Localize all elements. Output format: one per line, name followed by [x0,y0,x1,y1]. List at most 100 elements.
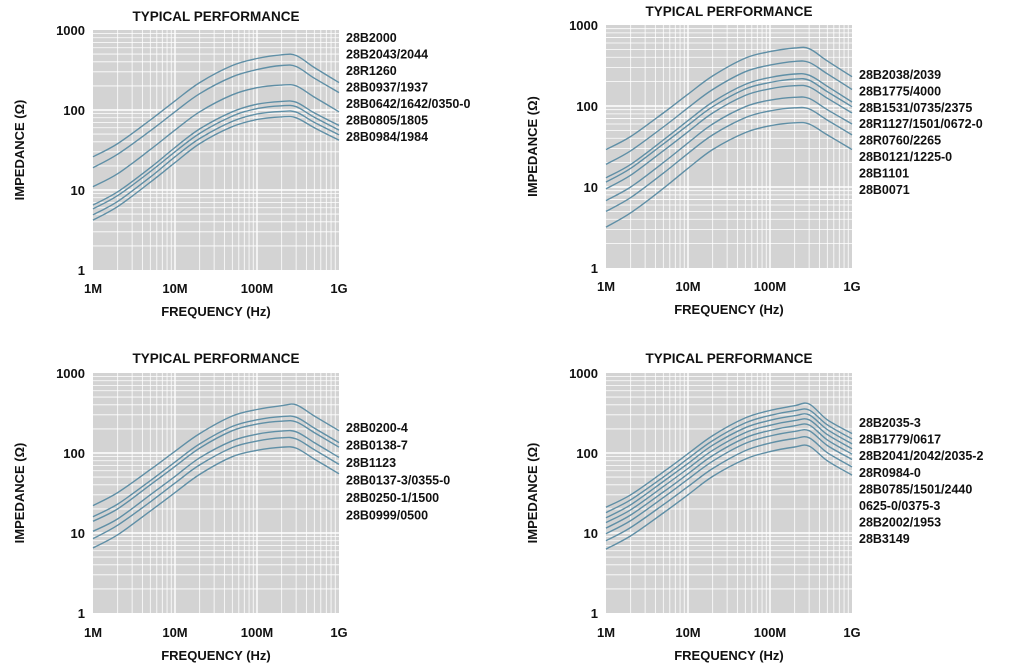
y-axis-label: IMPEDANCE (Ω) [525,443,540,544]
series-line-2 [92,415,340,518]
y-tick-label: 1000 [56,366,85,381]
y-tick-label: 10 [71,526,85,541]
series-line-5 [92,104,340,210]
y-tick-label: 1 [78,263,85,278]
series-line-1 [92,53,340,158]
x-tick-label: 10M [675,279,700,294]
x-tick-label: 1G [330,281,347,296]
y-tick-label: 1000 [569,366,598,381]
y-tick-label: 1 [591,606,598,621]
series-line-2 [92,64,340,169]
x-tick-label: 100M [241,625,274,640]
series-line-6 [605,96,853,202]
series-line-8 [605,444,853,550]
series-label: 28B0250-1/1500 [346,491,439,505]
series-label: 0625-0/0375-3 [859,499,940,513]
plot-area [93,373,339,613]
series-line-3 [92,419,340,522]
series-label: 28B2000 [346,31,397,45]
x-axis-label: FREQUENCY (Hz) [674,302,784,317]
series-label: 28R0984-0 [859,466,921,480]
series-line-1 [92,403,340,507]
x-tick-label: 10M [675,625,700,640]
series-line-4 [605,78,853,183]
series-line-2 [605,408,853,514]
series-label: 28B1775/4000 [859,84,941,98]
series-label: 28B1101 [859,166,909,180]
series-line-1 [605,402,853,508]
grid-lines [606,373,852,613]
series-label: 28B1531/0735/2375 [859,101,972,115]
series-line-1 [605,46,853,151]
y-tick-label: 100 [63,446,85,461]
y-tick-label: 1000 [56,23,85,38]
series-label: 28B2043/2044 [346,48,428,62]
y-tick-label: 100 [63,103,85,118]
series-line-5 [92,436,340,540]
series-label: 28B0121/1225-0 [859,150,952,164]
series-label: 28B1779/0617 [859,433,941,447]
x-axis-label: FREQUENCY (Hz) [674,648,784,663]
chart-panel-2: TYPICAL PERFORMANCE 1 10 100 1000 1M 10M 100M 1G… [525,4,983,317]
chart-panel-4: TYPICAL PERFORMANCE 1 10 100 1000 1M 10M 100M 1G… [525,351,983,663]
y-tick-label: 10 [71,183,85,198]
series-label: 28B3149 [859,532,910,546]
series-label: 28B0200-4 [346,421,408,435]
series-label: 28B0937/1937 [346,81,428,95]
chart-title: TYPICAL PERFORMANCE [645,4,812,19]
series-line-5 [605,84,853,190]
x-tick-label: 1G [330,625,347,640]
chart-panel-3: TYPICAL PERFORMANCE 1 10 100 1000 1M 10M 100M 1G… [12,351,450,663]
series-label: 28B2038/2039 [859,68,941,82]
y-tick-label: 1 [78,606,85,621]
plot-area [93,30,339,270]
series-line-2 [605,60,853,166]
grid-lines [606,25,852,268]
x-axis-label: FREQUENCY (Hz) [161,648,271,663]
series-line-7 [605,436,853,542]
grid-lines [93,30,339,270]
series-line-5 [605,423,853,529]
y-axis-label: IMPEDANCE (Ω) [12,443,27,544]
x-tick-label: 100M [754,279,787,294]
series-label: 28B0805/1805 [346,114,428,128]
series-line-4 [92,100,340,206]
series-line-4 [92,429,340,532]
series-label: 28R1127/1501/0672-0 [859,117,983,131]
y-tick-label: 1 [591,261,598,276]
x-tick-label: 100M [754,625,787,640]
series-label: 28B1123 [346,456,396,470]
chart-title: TYPICAL PERFORMANCE [132,9,299,24]
x-tick-label: 1M [597,625,615,640]
y-tick-label: 10 [584,526,598,541]
y-axis-label: IMPEDANCE (Ω) [525,96,540,197]
series-label: 28B2041/2042/2035-2 [859,449,983,463]
series-label: 28B0984/1984 [346,130,428,144]
y-tick-label: 100 [576,99,598,114]
series-label: 28B0138-7 [346,439,408,453]
series-label: 28B2035-3 [859,416,921,430]
y-tick-label: 10 [584,180,598,195]
series-label: 28B0999/0500 [346,509,428,523]
series-line-3 [605,413,853,519]
series-label: 28R0760/2265 [859,134,941,148]
x-axis-label: FREQUENCY (Hz) [161,304,271,319]
series-label: 28B0137-3/0355-0 [346,474,450,488]
x-tick-label: 10M [162,625,187,640]
series-line-6 [605,428,853,535]
y-axis-label: IMPEDANCE (Ω) [12,100,27,201]
series-label: 28B0071 [859,183,910,197]
series-line-3 [92,83,340,188]
y-tick-label: 1000 [569,18,598,33]
x-tick-label: 1G [843,625,860,640]
x-tick-label: 1G [843,279,860,294]
series-line-4 [605,418,853,524]
x-tick-label: 10M [162,281,187,296]
series-label: 28B2002/1953 [859,516,941,530]
x-tick-label: 1M [597,279,615,294]
series-line-3 [605,73,853,179]
series-line-6 [92,110,340,216]
x-tick-label: 100M [241,281,274,296]
series-label: 28B0785/1501/2440 [859,482,972,496]
